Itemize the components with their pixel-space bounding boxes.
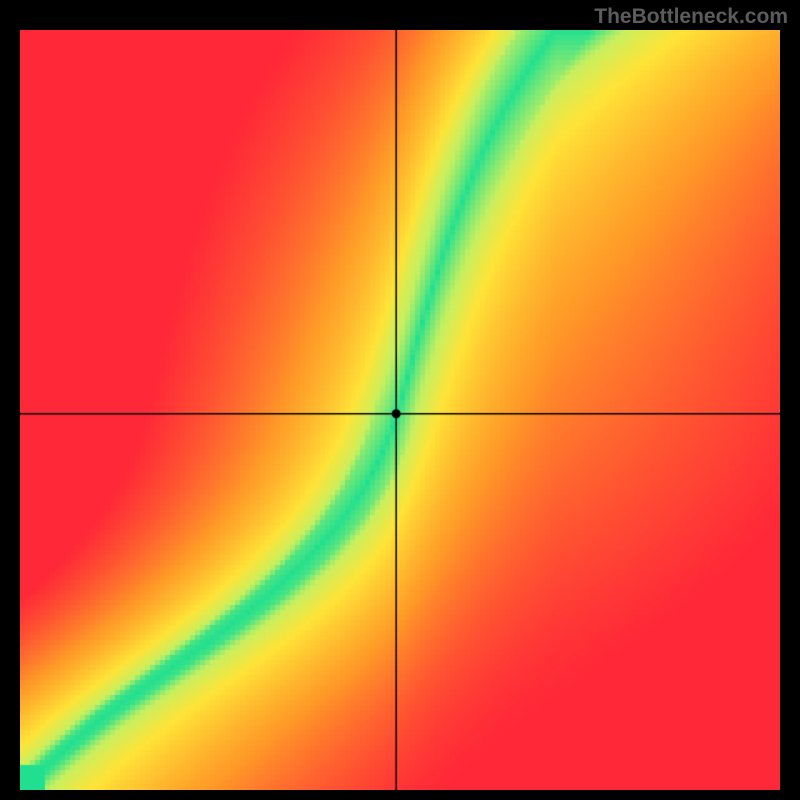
bottleneck-heatmap [20, 30, 780, 790]
attribution-label: TheBottleneck.com [594, 5, 788, 29]
chart-container: { "attribution": { "text": "TheBottlenec… [0, 0, 800, 800]
